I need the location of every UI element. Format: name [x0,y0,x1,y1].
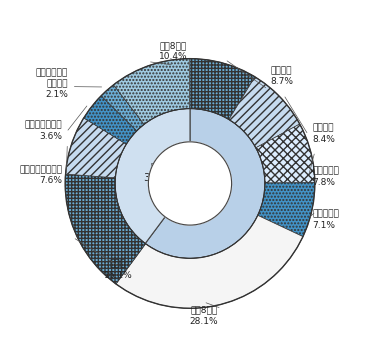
Text: プラスチック製品
7.6%: プラスチック製品 7.6% [19,165,62,185]
Text: パルプ・紙・
紙加工品
2.1%: パルプ・紙・ 紙加工品 2.1% [36,68,68,99]
Wedge shape [145,109,265,258]
Text: 重化学工業
60.2%: 重化学工業 60.2% [193,178,226,200]
Wedge shape [65,118,126,178]
Wedge shape [84,96,137,144]
Text: 窯業・土石製品
3.6%: 窯業・土石製品 3.6% [25,121,62,141]
Wedge shape [116,215,303,308]
Text: 金属製品
8.7%: 金属製品 8.7% [271,66,293,86]
Wedge shape [256,124,315,183]
Circle shape [149,142,231,225]
Text: 他の8業種
28.1%: 他の8業種 28.1% [190,306,218,325]
Wedge shape [65,174,146,284]
Wedge shape [101,85,144,131]
Wedge shape [258,183,315,237]
Wedge shape [229,77,300,148]
Text: 他の8業種
10.4%: 他の8業種 10.4% [159,41,188,62]
Text: 食料品
16.1%: 食料品 16.1% [103,260,132,279]
Wedge shape [115,109,190,243]
Text: 電気機械
8.4%: 電気機械 8.4% [312,123,335,144]
Text: 軽工業
39.8%: 軽工業 39.8% [143,162,176,183]
Wedge shape [190,59,255,120]
Wedge shape [114,59,190,124]
Text: 生産用機械
7.8%: 生産用機械 7.8% [312,166,339,186]
Text: はん用機械
7.1%: はん用機械 7.1% [312,210,339,230]
